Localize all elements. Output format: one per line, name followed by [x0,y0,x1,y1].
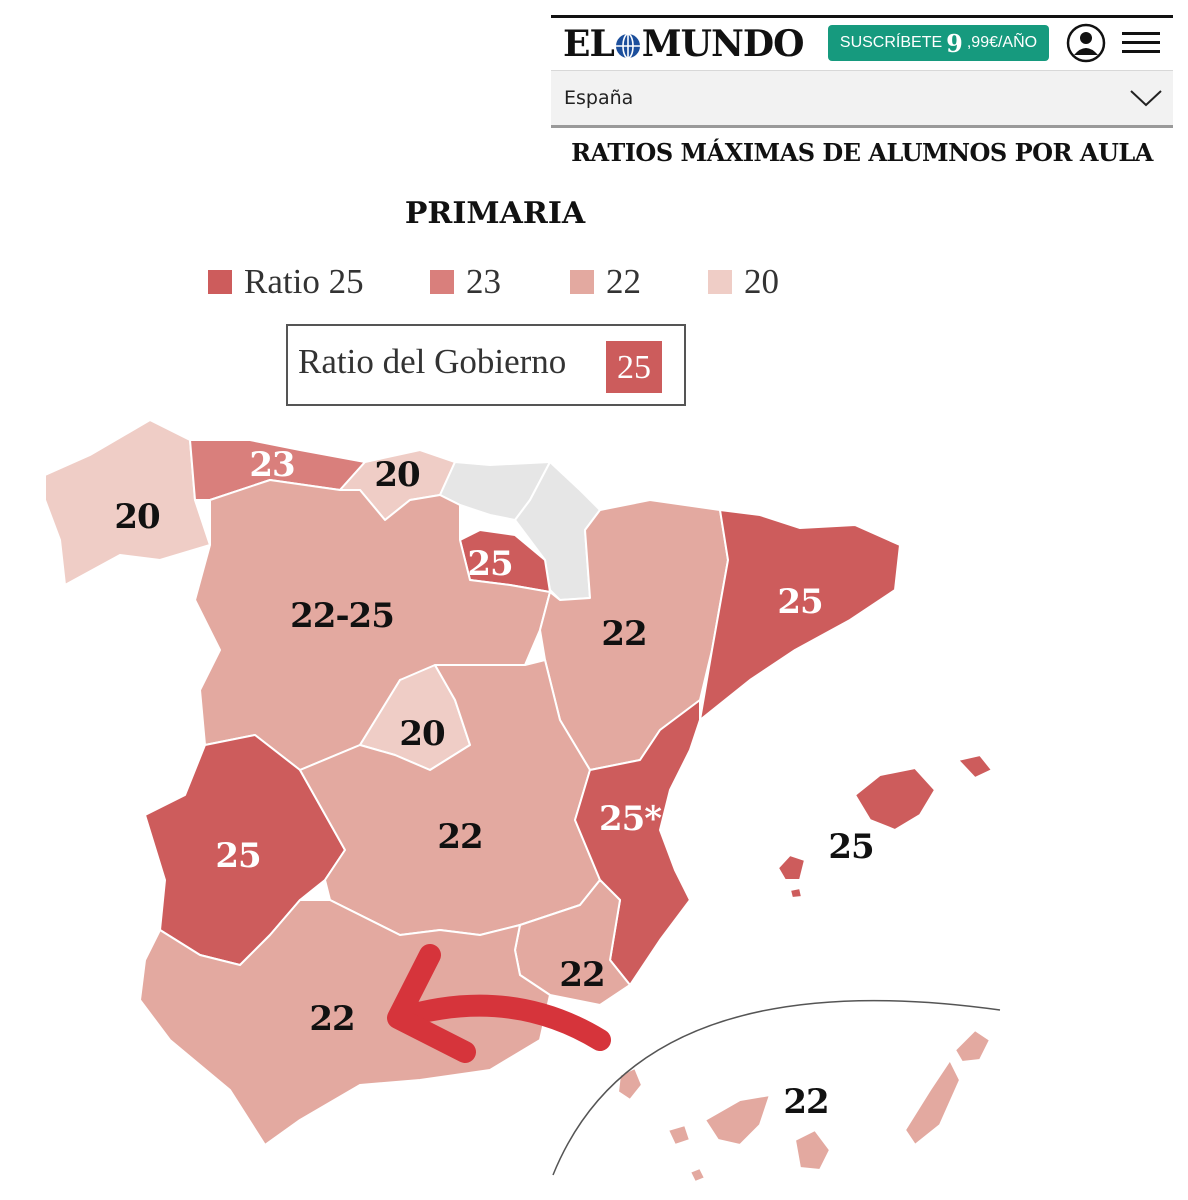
label-madrid: 20 [399,714,445,754]
label-la-rioja: 25 [467,544,512,584]
red-arrow-annotation [387,944,611,1063]
subscribe-button[interactable]: SUSCRÍBETE 9 ,99€/AÑO [828,25,1049,61]
page-title: RATIOS MÁXIMAS DE ALUMNOS POR AULA [571,138,1153,167]
site-header: EL MUNDO SUSCRÍBETE 9 ,99€/AÑO [551,18,1173,70]
subscribe-label: SUSCRÍBETE [839,34,943,51]
label-andalucia: 22 [309,999,354,1039]
region-canarias[interactable] [617,1029,991,1183]
subscribe-price-rest: ,99€/AÑO [966,34,1038,51]
government-ratio-label: Ratio del Gobierno [298,342,567,381]
header-top-rule [551,15,1173,18]
map-subtitle: PRIMARIA [404,196,586,231]
label-extremadura: 25 [215,836,260,876]
logo-text-el: EL [563,23,615,65]
legend-swatch [570,270,594,294]
legend-swatch [430,270,454,294]
globe-icon [615,33,641,59]
region-comunidad-valenciana[interactable] [574,699,701,986]
legend-item-25: Ratio 25 [208,260,364,304]
government-ratio-box: Ratio del Gobierno 25 [286,324,686,406]
label-islas-baleares: 25 [828,827,873,867]
label-comunidad-valenciana: 25* [599,799,662,839]
label-murcia: 22 [559,955,604,995]
legend-swatch [208,270,232,294]
chevron-down-icon [1130,90,1162,107]
label-cataluna: 25 [777,582,822,622]
region-islas-baleares[interactable] [777,754,993,899]
user-account-icon[interactable] [1066,23,1106,63]
government-ratio-value: 25 [606,341,662,393]
region-galicia[interactable] [44,419,211,586]
subscribe-price-big: 9 [946,28,963,58]
label-canarias: 22 [783,1082,828,1122]
section-label: España [564,87,634,109]
canarias-separator-line [552,999,1001,1176]
label-galicia: 20 [114,497,160,537]
el-mundo-logo[interactable]: EL MUNDO [563,22,804,66]
section-selector[interactable]: España [551,70,1173,128]
logo-text-mundo: MUNDO [641,23,805,65]
region-andalucia[interactable] [139,899,551,1146]
legend-item-20: 20 [708,260,779,304]
legend-item-23: 23 [430,260,501,304]
label-cantabria: 20 [374,455,420,495]
legend-label: 20 [744,262,779,301]
label-castilla-y-leon: 22-25 [290,596,394,636]
legend-label: 23 [466,262,501,301]
legend-label: 22 [606,262,641,301]
legend-swatch [708,270,732,294]
hamburger-menu-icon[interactable] [1122,31,1160,55]
legend-label: Ratio 25 [244,262,364,301]
spain-map: 20 23 20 25 22-25 22 25 20 25 22 25* 25 … [44,419,1001,1183]
legend-item-22: 22 [570,260,641,304]
label-asturias: 23 [249,445,294,485]
label-aragon: 22 [601,614,646,654]
region-cataluna[interactable] [699,509,901,721]
label-castilla-la-mancha: 22 [437,817,482,857]
